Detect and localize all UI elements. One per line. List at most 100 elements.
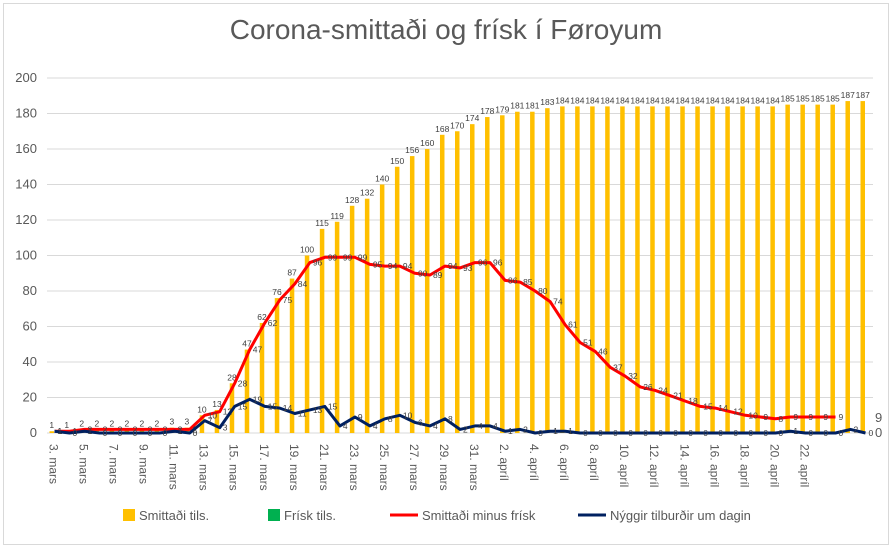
data-label-smittadi: 184 <box>705 95 719 105</box>
data-label-smittadi: 185 <box>811 94 825 104</box>
line-nyggir-tilburdir-label: 4 <box>493 421 498 431</box>
x-tick-label: 25. mars <box>377 444 391 491</box>
y-tick-label: 0 <box>30 425 37 440</box>
line-nyggir-tilburdir-label: 0 <box>613 428 618 438</box>
line-smittadi-minus-frisk-label: 12 <box>223 407 233 417</box>
bar-smittadi <box>815 104 820 433</box>
line-smittadi-minus-frisk-label: 2 <box>178 424 183 434</box>
line-nyggir-tilburdir-label: 0 <box>748 428 753 438</box>
line-smittadi-minus-frisk-label: 96 <box>313 258 323 268</box>
line-nyggir-tilburdir-label: 0 <box>73 428 78 438</box>
end-label-nyggir: 0 <box>875 425 882 440</box>
bar-smittadi <box>289 278 295 433</box>
bar-smittadi <box>665 106 670 434</box>
bar-smittadi <box>124 429 130 433</box>
data-label-smittadi: 3 <box>170 417 175 427</box>
line-nyggir-tilburdir-label: 7 <box>208 416 213 426</box>
bar-smittadi <box>500 115 505 434</box>
data-label-smittadi: 184 <box>660 95 674 105</box>
bar-smittadi <box>304 255 310 433</box>
line-nyggir-tilburdir-label: 1 <box>88 426 93 436</box>
y-tick-label: 60 <box>23 319 37 334</box>
x-tick-label: 8. apríl <box>587 444 601 481</box>
x-tick-label: 27. mars <box>407 444 421 491</box>
data-label-smittadi: 132 <box>360 188 374 198</box>
bar-smittadi <box>364 198 370 433</box>
line-nyggir-tilburdir-label: 19 <box>253 394 263 404</box>
y-tick-label: 200 <box>15 70 37 85</box>
bar-smittadi <box>725 106 730 434</box>
bar-smittadi <box>394 166 400 433</box>
bar-smittadi <box>575 106 580 434</box>
data-label-smittadi: 184 <box>585 95 599 105</box>
bar-smittadi <box>860 101 865 433</box>
data-label-smittadi: 47 <box>242 339 252 349</box>
data-label-smittadi: 184 <box>751 95 765 105</box>
x-tick-label: 9. mars <box>137 444 151 484</box>
x-tick-label: 29. mars <box>437 444 451 491</box>
data-label-smittadi: 1 <box>49 420 54 430</box>
line-smittadi-minus-frisk-label: 9 <box>793 412 798 422</box>
bar-smittadi <box>695 106 700 434</box>
legend-label: Frísk tils. <box>284 508 336 523</box>
data-label-smittadi: 76 <box>272 287 282 297</box>
bar-smittadi <box>680 106 685 434</box>
data-label-smittadi: 184 <box>766 95 780 105</box>
line-nyggir-tilburdir-label: 0 <box>868 428 873 438</box>
y-tick-label: 160 <box>15 141 37 156</box>
data-label-smittadi: 28 <box>227 372 237 382</box>
bar-smittadi <box>319 228 325 433</box>
data-label-smittadi: 181 <box>525 101 539 111</box>
bar-smittadi <box>605 106 610 434</box>
line-smittadi-minus-frisk-label: 9 <box>838 412 843 422</box>
end-label-minus: 9 <box>875 410 882 425</box>
y-tick-label: 100 <box>15 248 37 263</box>
line-smittadi-minus-frisk-label: 86 <box>508 275 518 285</box>
legend-label: Smittaði minus frísk <box>422 508 536 523</box>
bar-smittadi <box>740 106 745 434</box>
data-label-smittadi: 185 <box>781 94 795 104</box>
line-nyggir-tilburdir-label: 1 <box>568 426 573 436</box>
x-tick-label: 2. apríl <box>497 444 511 481</box>
line-nyggir-tilburdir-label: 2 <box>853 424 858 434</box>
line-nyggir-tilburdir-label: 0 <box>823 428 828 438</box>
x-tick-label: 18. apríl <box>737 444 751 487</box>
bar-smittadi <box>454 131 460 433</box>
line-nyggir-tilburdir <box>54 397 866 435</box>
bar-smittadi <box>710 106 715 434</box>
line-nyggir-tilburdir-label: 0 <box>583 428 588 438</box>
line-smittadi-minus-frisk-label: 21 <box>673 391 683 401</box>
line-smittadi-minus-frisk-label: 96 <box>493 258 503 268</box>
bar-smittadi <box>785 104 790 433</box>
legend-label: Smittaði tils. <box>139 508 209 523</box>
x-tick-label: 20. apríl <box>767 444 781 487</box>
line-nyggir-tilburdir-label: 4 <box>373 421 378 431</box>
line-smittadi-minus-frisk-label: 2 <box>133 424 138 434</box>
line-nyggir-tilburdir-label: 2 <box>523 424 528 434</box>
bar-smittadi <box>560 106 565 434</box>
data-label-smittadi: 184 <box>630 95 644 105</box>
data-label-smittadi: 10 <box>197 404 207 414</box>
line-nyggir-tilburdir-label: 0 <box>148 428 153 438</box>
data-label-smittadi: 187 <box>841 90 855 100</box>
bar-smittadi <box>830 104 835 433</box>
bar-smittadi <box>379 184 385 433</box>
bar-smittadi <box>485 117 490 434</box>
line-smittadi-minus-frisk-label: 51 <box>583 337 593 347</box>
line-smittadi-minus-frisk-label: 94 <box>403 261 413 271</box>
x-tick-label: 5. mars <box>77 444 91 484</box>
line-smittadi-minus-frisk-label: 96 <box>478 258 488 268</box>
y-tick-label: 80 <box>23 283 37 298</box>
line-nyggir-tilburdir-label: 1 <box>793 426 798 436</box>
bar-smittadi <box>800 104 805 433</box>
line-nyggir-tilburdir-label: 0 <box>133 428 138 438</box>
line-smittadi-minus-frisk-label: 28 <box>238 378 248 388</box>
data-label-smittadi: 160 <box>420 138 434 148</box>
line-smittadi-minus-frisk-label: 26 <box>643 382 653 392</box>
data-label-smittadi: 170 <box>450 120 464 130</box>
bar-smittadi <box>545 108 550 434</box>
bar-smittadi <box>635 106 640 434</box>
line-smittadi-minus-frisk-label: 18 <box>688 396 698 406</box>
line-nyggir-tilburdir-label: 0 <box>763 428 768 438</box>
bar-smittadi <box>470 124 475 434</box>
